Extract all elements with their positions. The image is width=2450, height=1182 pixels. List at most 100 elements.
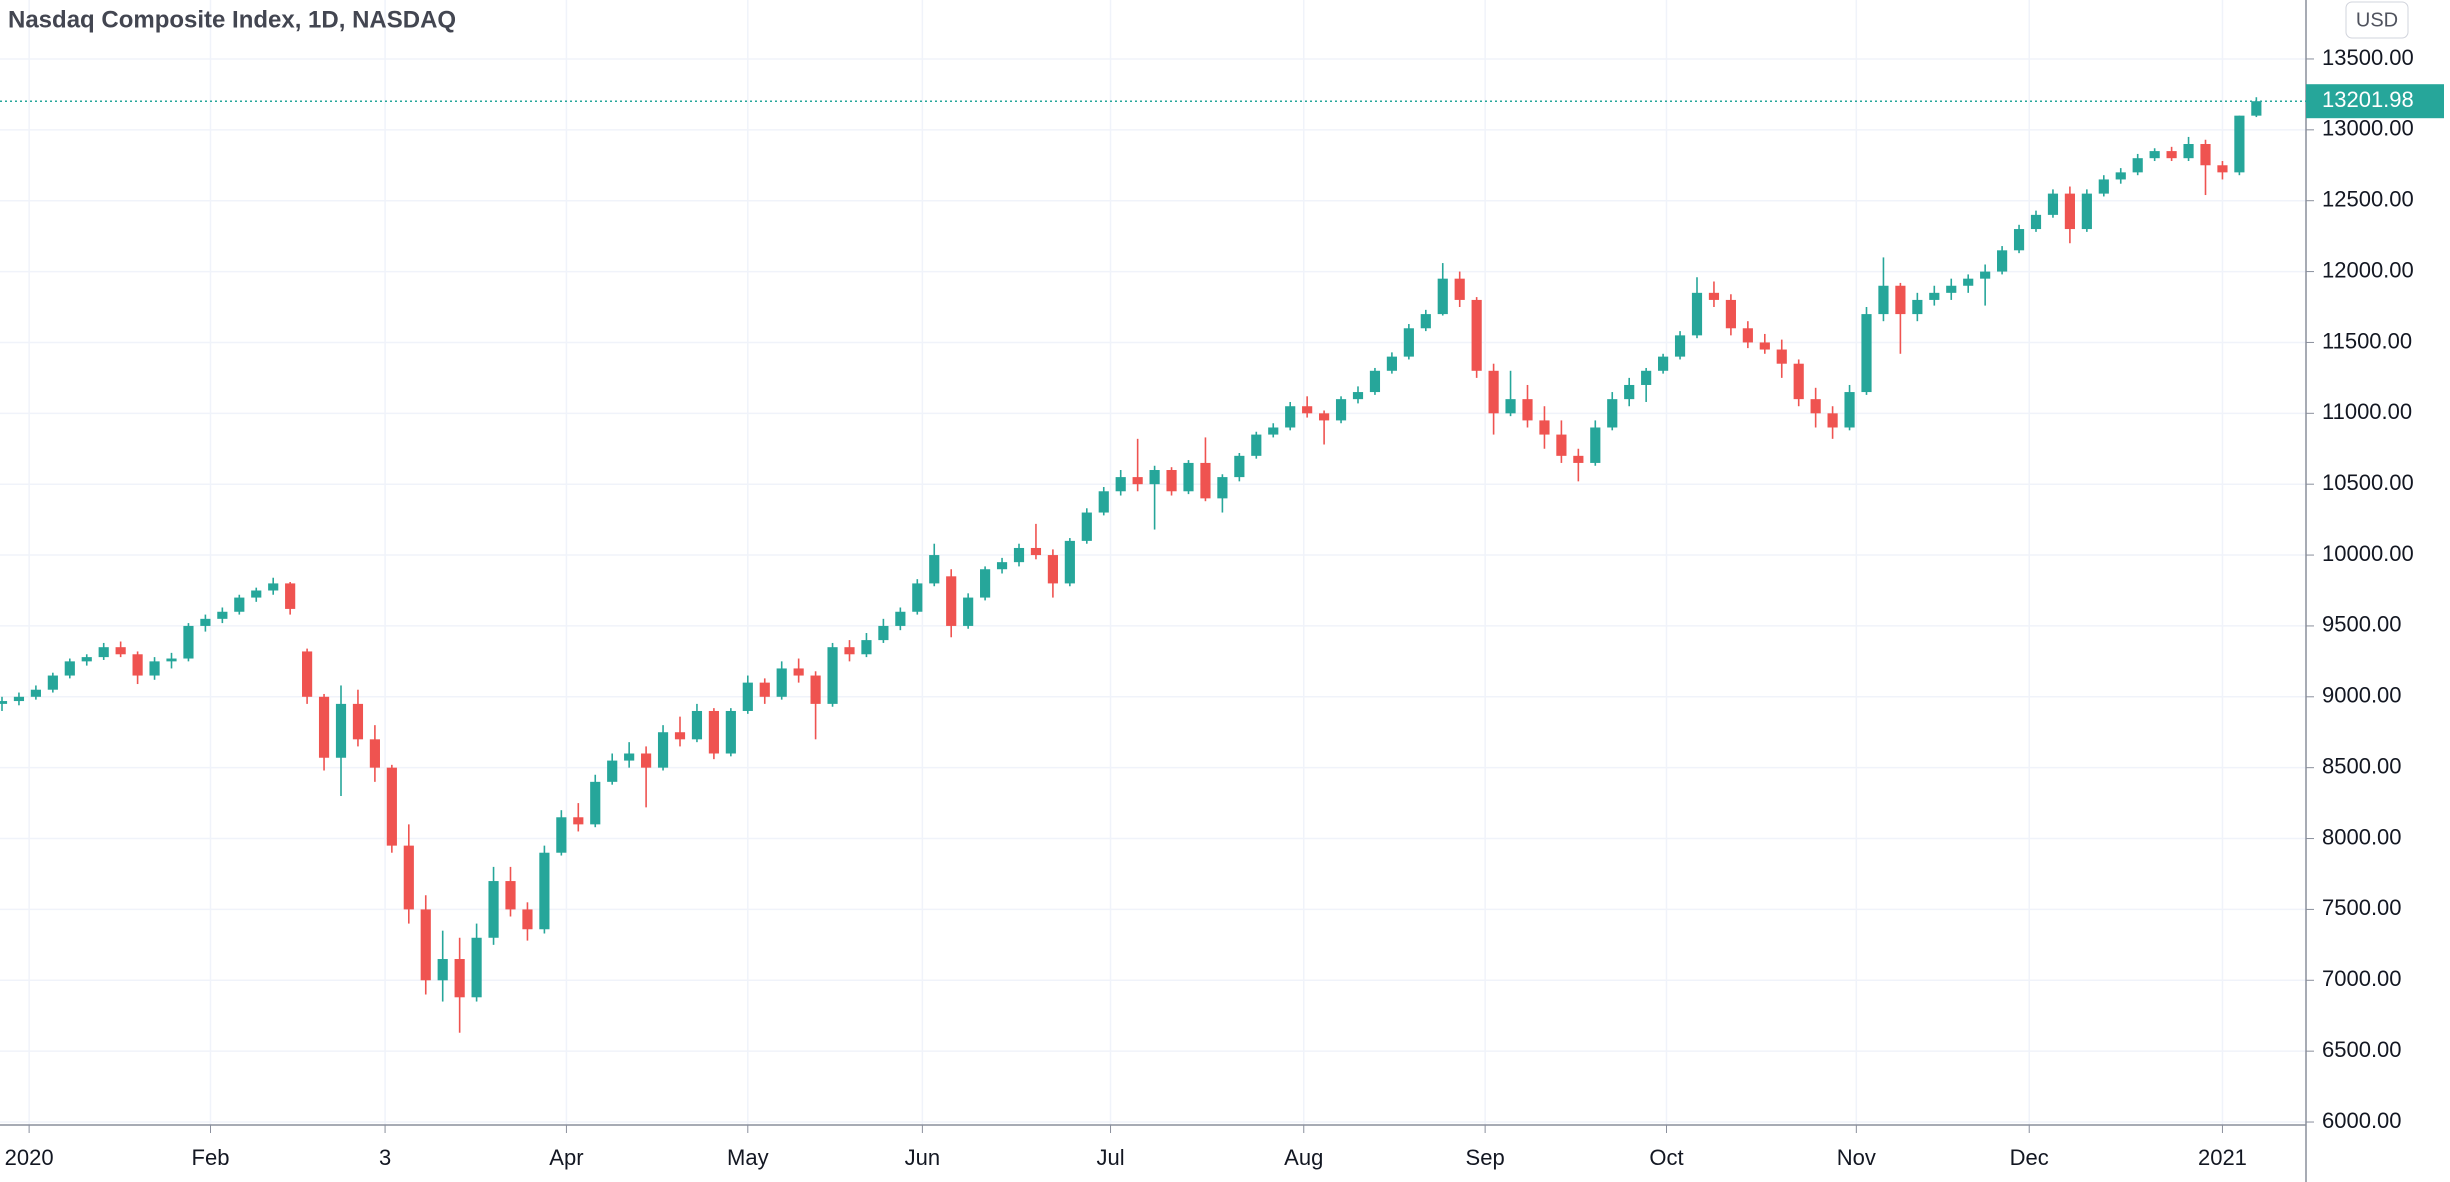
- x-tick-label: Jul: [1096, 1145, 1124, 1170]
- y-tick-label: 11000.00: [2322, 399, 2412, 424]
- candle-body: [1149, 470, 1160, 485]
- candle-body: [607, 760, 618, 782]
- candle-body: [166, 658, 177, 662]
- candle-body: [437, 959, 448, 981]
- candle-body: [251, 590, 262, 598]
- candle-body: [2183, 144, 2194, 159]
- candle-body: [81, 657, 92, 662]
- y-tick-label: 6000.00: [2322, 1108, 2402, 1133]
- x-tick-label: Feb: [192, 1145, 230, 1170]
- candle-body: [403, 845, 414, 910]
- candle-body: [1946, 285, 1957, 293]
- candle-body: [335, 703, 347, 758]
- candle-body: [2132, 158, 2143, 173]
- currency-button[interactable]: [2345, 1, 2409, 39]
- candle-body: [471, 937, 482, 998]
- candle-body: [1217, 477, 1228, 499]
- x-tick-label: May: [727, 1145, 769, 1170]
- candle-body: [1352, 392, 1364, 400]
- y-tick-label: 9000.00: [2322, 683, 2402, 708]
- y-tick-label: 8500.00: [2322, 753, 2402, 778]
- currency-label[interactable]: USD: [2356, 9, 2398, 31]
- candle-body: [1047, 555, 1058, 584]
- candle-body: [1268, 427, 1279, 435]
- candle-body: [285, 583, 296, 609]
- candle-body: [1420, 314, 1431, 329]
- candle-body: [1827, 413, 1838, 428]
- candle-body: [1335, 399, 1347, 421]
- candle-body: [742, 682, 753, 711]
- candle-body: [2064, 193, 2075, 230]
- candle-body: [1251, 434, 1262, 456]
- candle-body: [318, 696, 330, 758]
- x-tick-label: Jun: [905, 1145, 940, 1170]
- x-tick-label: Sep: [1466, 1145, 1505, 1170]
- candle-body: [980, 569, 991, 598]
- candle-body: [1895, 285, 1906, 315]
- candle-body: [1471, 299, 1482, 371]
- candle-body: [1030, 547, 1042, 556]
- y-tick-label: 13000.00: [2322, 116, 2414, 141]
- y-tick-label: 6500.00: [2322, 1037, 2402, 1062]
- y-tick-label: 7000.00: [2322, 966, 2402, 991]
- candle-body: [268, 583, 279, 591]
- candle-body: [2200, 144, 2211, 166]
- candle-body: [1674, 335, 1686, 357]
- candle-body: [1997, 250, 2008, 272]
- candle-body: [1064, 540, 1075, 584]
- candle-body: [386, 767, 397, 846]
- y-tick-label: 9500.00: [2322, 612, 2402, 637]
- candle-body: [573, 817, 584, 825]
- candle-body: [13, 696, 25, 702]
- candle-body: [793, 668, 804, 676]
- candle-body: [1098, 491, 1109, 513]
- candle-body: [420, 909, 431, 981]
- y-tick-label: 12500.00: [2322, 187, 2414, 212]
- candle-body: [488, 881, 499, 938]
- candle-body: [369, 739, 380, 768]
- candle-body: [302, 651, 313, 697]
- candle-body: [1200, 462, 1211, 499]
- candle-body: [844, 647, 855, 655]
- candle-body: [912, 583, 923, 612]
- candle-body: [1013, 547, 1025, 563]
- candle-body: [1437, 278, 1448, 315]
- candle-body: [98, 647, 109, 658]
- candle-body: [352, 703, 364, 740]
- candle-body: [115, 647, 126, 655]
- candle-body: [708, 710, 719, 754]
- candle-body: [2098, 179, 2109, 194]
- candle-body: [1302, 406, 1313, 414]
- chart-title: Nasdaq Composite Index, 1D, NASDAQ: [8, 6, 456, 33]
- candle-body: [1980, 271, 1991, 279]
- candle-body: [1691, 292, 1703, 336]
- candle-body: [2166, 151, 2177, 159]
- candle-body: [725, 710, 736, 754]
- candle-body: [149, 661, 160, 676]
- candle-body: [1166, 470, 1177, 492]
- candle-body: [1708, 292, 1720, 300]
- y-tick-label: 10000.00: [2322, 541, 2414, 566]
- last-price-label: 13201.98: [2322, 87, 2414, 112]
- x-tick-label: Apr: [549, 1145, 583, 1170]
- candle-body: [1573, 455, 1584, 463]
- candle-body: [1539, 420, 1550, 435]
- candle-body: [1369, 370, 1381, 393]
- candle-body: [505, 881, 516, 910]
- candle-body: [1759, 342, 1770, 350]
- candle-body: [946, 576, 957, 626]
- candle-body: [1234, 455, 1245, 478]
- candle-body: [1319, 413, 1330, 421]
- candle-body: [1658, 356, 1669, 371]
- candle-body: [1861, 314, 1872, 393]
- x-tick-label: Aug: [1284, 1145, 1323, 1170]
- candle-body: [2013, 229, 2025, 251]
- candle-body: [217, 611, 228, 619]
- x-tick-label: 3: [379, 1145, 391, 1170]
- candle-body: [1522, 399, 1533, 421]
- candle-body: [996, 562, 1008, 570]
- candle-body: [1929, 292, 1940, 300]
- candle-body: [878, 625, 889, 641]
